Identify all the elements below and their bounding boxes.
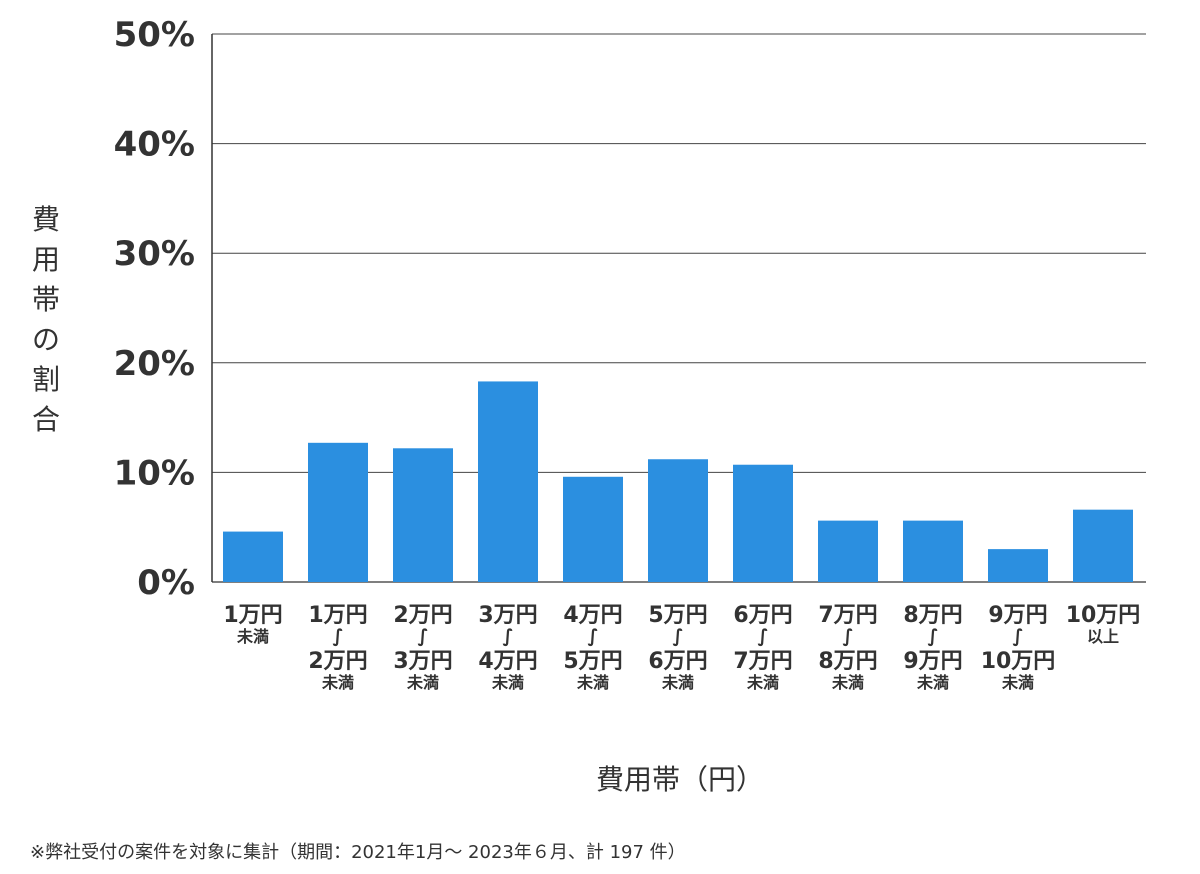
x-tick-label-line: 5万円: [648, 603, 707, 628]
x-tick-label-line: 1万円: [308, 603, 367, 628]
y-axis-label-char: 帯: [31, 283, 60, 316]
bar: [478, 381, 538, 582]
x-tick-label-line: 2万円: [393, 603, 452, 628]
x-tick-label-line: 5万円: [563, 649, 622, 674]
bar: [223, 531, 283, 582]
y-tick-label: 0%: [137, 563, 195, 603]
bar: [903, 520, 963, 582]
bar: [393, 448, 453, 582]
y-tick-label: 50%: [114, 15, 195, 55]
x-tick-label-line: 以上: [1087, 627, 1119, 646]
x-tick-label-line: 3万円: [478, 603, 537, 628]
x-tick-label-line: 7万円: [733, 649, 792, 674]
bar: [648, 459, 708, 582]
x-tick-label-line: 10万円: [981, 649, 1056, 674]
x-tick-label-line: 8万円: [903, 603, 962, 628]
x-tick-label-line: 1万円: [223, 603, 282, 628]
x-tick-labels: 1万円未満1万円∫2万円未満2万円∫3万円未満3万円∫4万円未満4万円∫5万円未…: [223, 603, 1140, 692]
x-tick-label-line: ∫: [843, 626, 854, 647]
y-axis-label-char: 合: [31, 403, 60, 436]
y-axis-label-char: の: [31, 323, 60, 356]
x-tick-label-line: 未満: [746, 673, 779, 692]
x-tick-label-line: 10万円: [1066, 603, 1141, 628]
x-tick-label-line: 6万円: [648, 649, 707, 674]
x-tick-label-line: ∫: [673, 626, 684, 647]
x-tick-label-line: 未満: [236, 627, 269, 646]
x-tick-label-line: 9万円: [988, 603, 1047, 628]
bar: [1073, 509, 1133, 582]
x-tick-label-line: 未満: [321, 673, 354, 692]
x-tick-label-line: ∫: [928, 626, 939, 647]
y-tick-labels: 0% 10% 20% 30% 40% 50%: [114, 15, 195, 603]
y-axis-label-char: 用: [31, 243, 60, 276]
x-tick-label-line: 未満: [916, 673, 949, 692]
y-tick-label: 40%: [114, 125, 195, 165]
x-tick-label-line: ∫: [333, 626, 344, 647]
bar: [988, 549, 1048, 582]
y-axis-label-char: 割: [31, 363, 60, 396]
bar: [308, 442, 368, 582]
x-tick-label-line: 6万円: [733, 603, 792, 628]
x-tick-label-line: 8万円: [818, 649, 877, 674]
x-tick-label-line: ∫: [1013, 626, 1024, 647]
x-tick-label-line: 未満: [1001, 673, 1034, 692]
x-tick-label-line: ∫: [418, 626, 429, 647]
x-tick-label-line: 3万円: [393, 649, 452, 674]
y-tick-label: 30%: [114, 234, 195, 274]
x-axis-label: 費用帯（円）: [595, 763, 764, 796]
bars: [223, 381, 1133, 582]
x-tick-label-line: 9万円: [903, 649, 962, 674]
x-tick-label-line: 4万円: [563, 603, 622, 628]
x-tick-label-line: ∫: [588, 626, 599, 647]
y-tick-label: 20%: [114, 344, 195, 384]
bar: [818, 520, 878, 582]
x-tick-label-line: 未満: [576, 673, 609, 692]
footnote: ※弊社受付の案件を対象に集計（期間：2021年1月～ 2023年６月、計 197…: [30, 842, 686, 863]
x-tick-label-line: ∫: [758, 626, 769, 647]
x-tick-label-line: 2万円: [308, 649, 367, 674]
x-tick-label-line: 7万円: [818, 603, 877, 628]
bar: [733, 464, 793, 582]
bar: [563, 476, 623, 582]
y-tick-label: 10%: [114, 453, 195, 493]
x-tick-label-line: 未満: [661, 673, 694, 692]
x-tick-label-line: 未満: [491, 673, 524, 692]
x-tick-label-line: 4万円: [478, 649, 537, 674]
x-tick-label-line: ∫: [503, 626, 514, 647]
y-axis-label: 費用帯の割合: [26, 200, 66, 440]
x-tick-label-line: 未満: [831, 673, 864, 692]
y-axis-label-char: 費: [31, 203, 60, 236]
x-tick-label-line: 未満: [406, 673, 439, 692]
